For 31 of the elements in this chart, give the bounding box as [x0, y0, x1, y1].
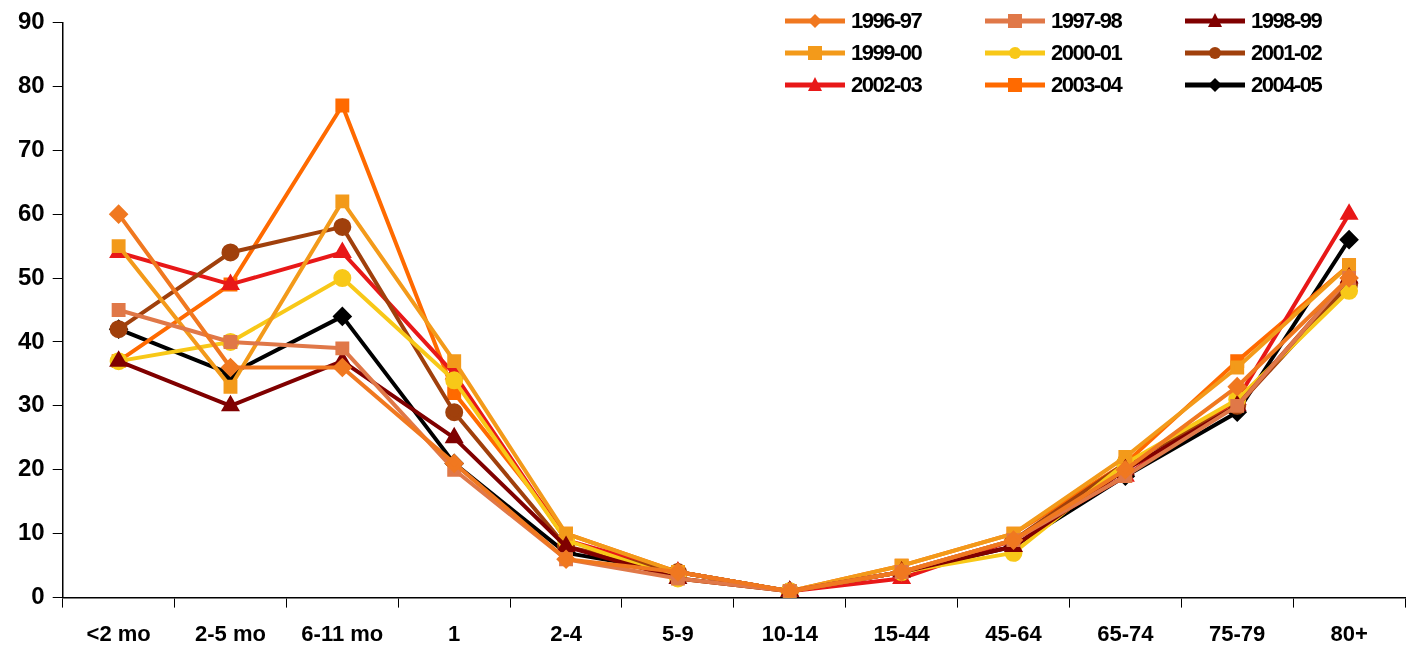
y-tick-label: 10	[17, 518, 45, 546]
y-tick-label: 80	[17, 70, 45, 98]
x-tick-label: 80+	[1330, 620, 1368, 646]
legend-label: 1996-97	[851, 8, 922, 34]
y-tick-label: 90	[17, 7, 45, 35]
x-tick-label: 65-74	[1097, 620, 1155, 646]
x-tick-label: 45-64	[985, 620, 1043, 646]
legend-label: 2003-04	[1051, 72, 1122, 98]
legend-label: 2001-02	[1251, 40, 1322, 66]
x-tick-label: 2-5 mo	[195, 620, 266, 646]
y-tick-label: 30	[17, 390, 45, 418]
y-tick-label: 50	[17, 262, 45, 290]
y-tick-label: 40	[17, 326, 45, 354]
legend-label: 2000-01	[1051, 40, 1122, 66]
y-tick-label: 70	[17, 134, 45, 162]
x-tick-label: 15-44	[873, 620, 931, 646]
y-tick-label: 20	[17, 454, 45, 482]
x-tick-label: 10-14	[761, 620, 819, 646]
y-tick-label: 0	[31, 582, 45, 610]
x-tick-label: 6-11 mo	[301, 620, 384, 646]
x-tick-label: 2-4	[550, 620, 583, 646]
legend-label: 1999-00	[851, 40, 922, 66]
x-tick-label: 1	[448, 620, 461, 646]
legend-label: 1997-98	[1051, 8, 1122, 34]
legend-label: 2004-05	[1251, 72, 1322, 98]
x-tick-label: <2 mo	[86, 620, 151, 646]
x-tick-label: 75-79	[1209, 620, 1266, 646]
legend-label: 1998-99	[1251, 8, 1322, 34]
y-tick-label: 60	[17, 198, 45, 226]
legend-label: 2002-03	[851, 72, 922, 98]
x-tick-label: 5-9	[662, 620, 694, 646]
